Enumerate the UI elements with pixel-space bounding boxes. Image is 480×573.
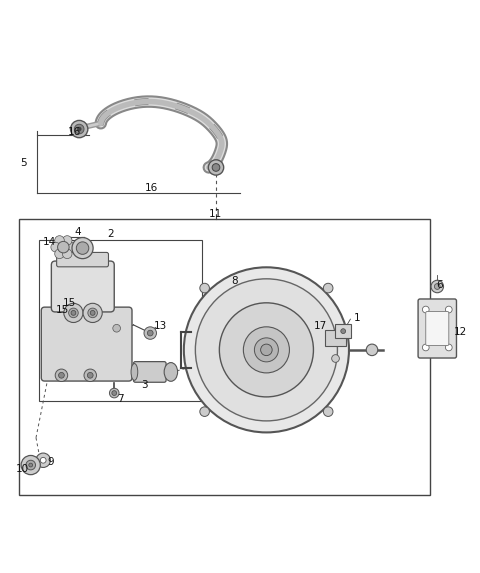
FancyBboxPatch shape bbox=[335, 324, 351, 338]
Circle shape bbox=[366, 344, 378, 356]
Bar bbox=[39, 240, 202, 401]
FancyBboxPatch shape bbox=[51, 261, 114, 312]
Circle shape bbox=[69, 308, 78, 317]
Text: 9: 9 bbox=[48, 457, 54, 467]
Text: 7: 7 bbox=[117, 394, 123, 404]
Circle shape bbox=[324, 407, 333, 417]
Text: 2: 2 bbox=[107, 229, 114, 239]
Circle shape bbox=[76, 242, 89, 254]
Circle shape bbox=[71, 120, 88, 138]
Circle shape bbox=[332, 355, 339, 362]
Circle shape bbox=[90, 311, 95, 315]
Circle shape bbox=[62, 249, 72, 258]
Bar bbox=[19, 219, 430, 495]
Circle shape bbox=[219, 303, 313, 397]
Circle shape bbox=[113, 324, 120, 332]
Text: 4: 4 bbox=[74, 227, 81, 237]
Circle shape bbox=[200, 283, 209, 293]
Text: 5: 5 bbox=[20, 158, 26, 168]
Circle shape bbox=[208, 160, 224, 175]
Circle shape bbox=[21, 456, 40, 474]
Text: 12: 12 bbox=[454, 327, 468, 337]
Circle shape bbox=[83, 303, 102, 323]
Circle shape bbox=[261, 344, 272, 356]
Circle shape bbox=[36, 453, 50, 468]
Circle shape bbox=[147, 330, 153, 336]
Text: 10: 10 bbox=[15, 464, 29, 474]
Text: 6: 6 bbox=[436, 280, 443, 289]
Text: 14: 14 bbox=[43, 237, 57, 248]
Circle shape bbox=[445, 306, 452, 313]
Circle shape bbox=[431, 280, 444, 293]
Circle shape bbox=[195, 279, 337, 421]
Circle shape bbox=[144, 327, 156, 339]
Text: 16: 16 bbox=[144, 183, 158, 193]
Circle shape bbox=[243, 327, 289, 373]
Text: 16: 16 bbox=[68, 127, 81, 137]
Circle shape bbox=[422, 306, 429, 313]
Ellipse shape bbox=[131, 363, 138, 380]
Circle shape bbox=[66, 242, 76, 252]
Circle shape bbox=[109, 388, 119, 398]
Circle shape bbox=[200, 407, 209, 417]
Circle shape bbox=[51, 242, 60, 252]
FancyBboxPatch shape bbox=[133, 362, 166, 382]
FancyBboxPatch shape bbox=[41, 307, 132, 381]
Circle shape bbox=[55, 369, 68, 382]
Circle shape bbox=[434, 284, 440, 289]
Circle shape bbox=[422, 344, 429, 351]
FancyBboxPatch shape bbox=[426, 312, 449, 346]
Circle shape bbox=[55, 249, 64, 258]
FancyBboxPatch shape bbox=[57, 253, 108, 267]
Circle shape bbox=[341, 329, 346, 333]
FancyBboxPatch shape bbox=[418, 299, 456, 358]
Circle shape bbox=[58, 241, 69, 253]
Circle shape bbox=[71, 311, 76, 315]
Text: 8: 8 bbox=[231, 276, 238, 286]
Circle shape bbox=[112, 391, 117, 395]
Ellipse shape bbox=[164, 363, 178, 381]
Text: 17: 17 bbox=[313, 321, 327, 331]
Text: 15: 15 bbox=[63, 298, 76, 308]
Text: 15: 15 bbox=[56, 304, 69, 315]
Circle shape bbox=[59, 372, 64, 378]
Circle shape bbox=[29, 463, 33, 467]
Text: 3: 3 bbox=[142, 380, 148, 390]
Circle shape bbox=[212, 164, 220, 171]
FancyBboxPatch shape bbox=[325, 329, 346, 346]
Circle shape bbox=[184, 267, 349, 433]
Circle shape bbox=[77, 127, 81, 131]
Circle shape bbox=[254, 338, 278, 362]
Circle shape bbox=[87, 372, 93, 378]
Circle shape bbox=[62, 236, 72, 245]
Circle shape bbox=[55, 236, 64, 245]
Text: 11: 11 bbox=[208, 209, 222, 219]
Circle shape bbox=[40, 457, 46, 463]
Circle shape bbox=[324, 283, 333, 293]
Circle shape bbox=[74, 124, 84, 134]
Circle shape bbox=[26, 460, 36, 470]
Text: 1: 1 bbox=[354, 313, 360, 323]
Circle shape bbox=[64, 303, 83, 323]
Text: 13: 13 bbox=[154, 321, 168, 331]
Circle shape bbox=[88, 308, 97, 317]
Circle shape bbox=[72, 238, 93, 258]
Circle shape bbox=[445, 344, 452, 351]
Circle shape bbox=[84, 369, 96, 382]
